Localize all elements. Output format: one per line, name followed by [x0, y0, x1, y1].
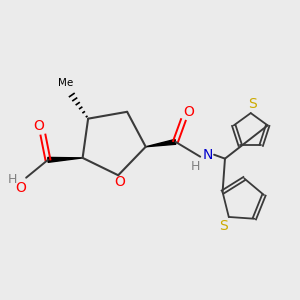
Text: S: S: [248, 97, 257, 111]
Polygon shape: [48, 158, 82, 162]
Text: H: H: [8, 173, 17, 186]
Text: O: O: [115, 175, 126, 189]
Polygon shape: [146, 140, 176, 147]
Text: O: O: [16, 181, 27, 195]
Text: N: N: [203, 148, 213, 162]
Text: S: S: [220, 219, 228, 233]
Text: H: H: [190, 160, 200, 173]
Text: O: O: [34, 119, 44, 133]
Text: O: O: [183, 105, 194, 119]
Text: Me: Me: [58, 78, 73, 88]
